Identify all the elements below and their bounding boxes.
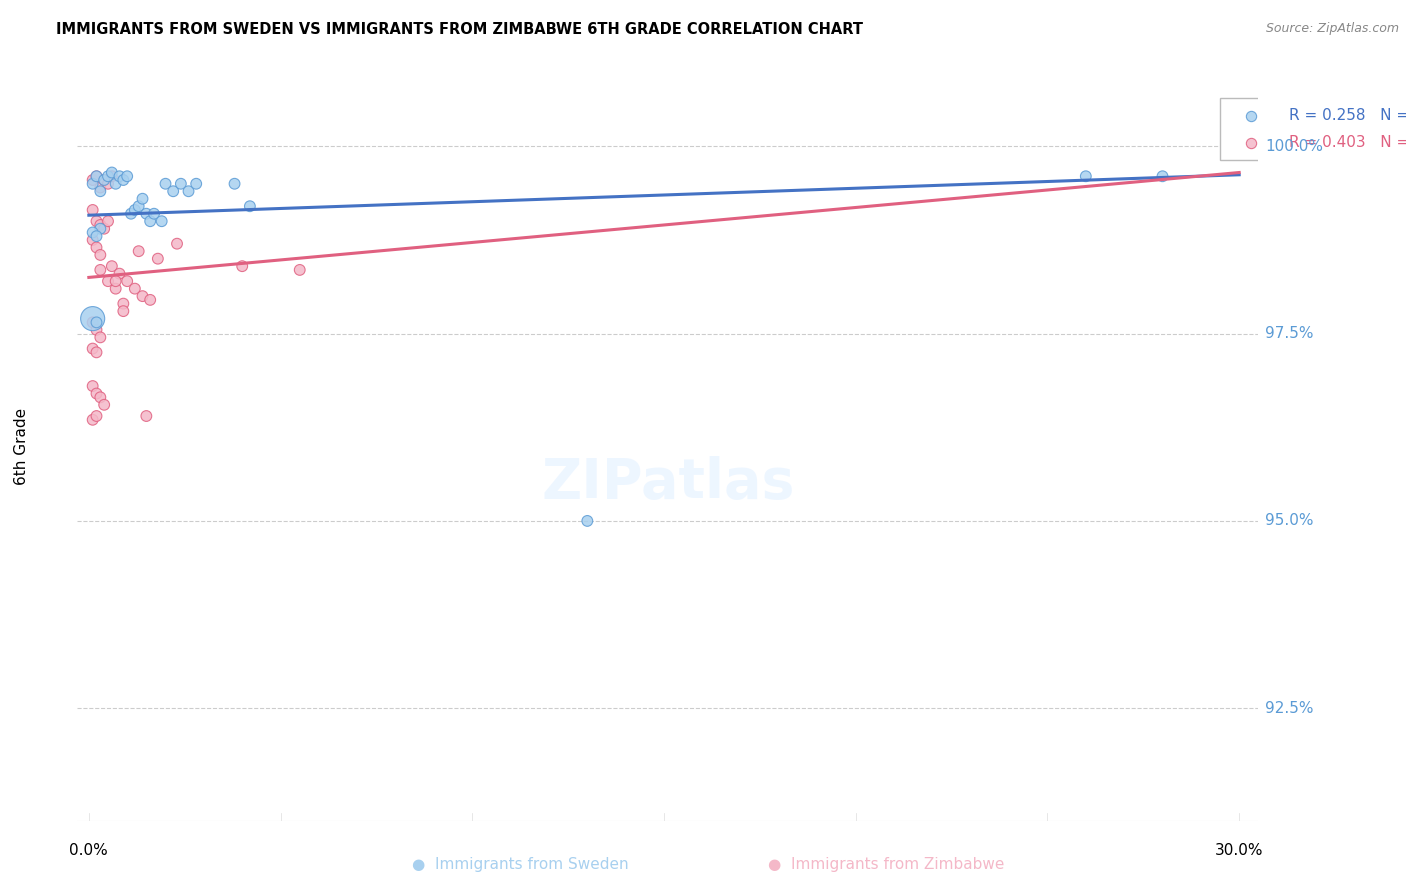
Text: Source: ZipAtlas.com: Source: ZipAtlas.com <box>1265 22 1399 36</box>
Point <box>115 274 138 288</box>
Point <box>101 259 124 273</box>
Point <box>89 390 111 404</box>
Point <box>93 221 115 235</box>
Point <box>89 218 111 232</box>
Point <box>82 379 104 393</box>
Point <box>93 398 115 412</box>
Point <box>104 274 127 288</box>
Point <box>82 202 104 217</box>
Point <box>108 169 131 184</box>
Point <box>1074 169 1097 184</box>
Point <box>139 293 162 307</box>
Point <box>82 342 104 356</box>
Point <box>124 282 146 296</box>
Text: IMMIGRANTS FROM SWEDEN VS IMMIGRANTS FROM ZIMBABWE 6TH GRADE CORRELATION CHART: IMMIGRANTS FROM SWEDEN VS IMMIGRANTS FRO… <box>56 22 863 37</box>
Text: 92.5%: 92.5% <box>1265 701 1313 715</box>
Point <box>128 244 150 259</box>
Text: R = 0.258   N = 33: R = 0.258 N = 33 <box>1289 108 1406 123</box>
Point <box>97 274 120 288</box>
Text: ●  Immigrants from Zimbabwe: ● Immigrants from Zimbabwe <box>768 857 1004 872</box>
Point <box>101 165 124 179</box>
FancyBboxPatch shape <box>1220 98 1406 160</box>
Point <box>120 207 142 221</box>
Point <box>86 240 108 254</box>
Point <box>86 409 108 423</box>
Point <box>1152 169 1174 184</box>
Point <box>82 226 104 240</box>
Point <box>104 282 127 296</box>
Point <box>143 207 166 221</box>
Point <box>86 169 108 184</box>
Point <box>166 236 188 251</box>
Point <box>186 177 208 191</box>
Point <box>115 169 138 184</box>
Point <box>139 214 162 228</box>
Point <box>93 173 115 187</box>
Text: 100.0%: 100.0% <box>1265 139 1323 153</box>
Point <box>86 214 108 228</box>
Text: 97.5%: 97.5% <box>1265 326 1313 341</box>
Point <box>82 233 104 247</box>
Point <box>231 259 253 273</box>
Point <box>162 184 184 198</box>
Point <box>82 315 104 329</box>
Point <box>128 199 150 213</box>
Point <box>104 177 127 191</box>
Point <box>131 289 153 303</box>
Point <box>89 330 111 344</box>
Point <box>131 192 153 206</box>
Point <box>124 202 146 217</box>
Point <box>89 184 111 198</box>
Point <box>170 177 193 191</box>
Point <box>97 169 120 184</box>
Point <box>82 311 104 326</box>
Text: 0.0%: 0.0% <box>69 843 108 858</box>
Point <box>89 221 111 235</box>
Point <box>155 177 177 191</box>
Point <box>82 177 104 191</box>
Text: 6th Grade: 6th Grade <box>14 408 28 484</box>
Text: 30.0%: 30.0% <box>1215 843 1264 858</box>
Text: ●  Immigrants from Sweden: ● Immigrants from Sweden <box>412 857 628 872</box>
Point <box>135 409 157 423</box>
Point <box>239 199 262 213</box>
Point <box>93 173 115 187</box>
Point <box>1240 136 1263 150</box>
Point <box>97 177 120 191</box>
Point <box>224 177 246 191</box>
Point <box>150 214 173 228</box>
Point <box>112 173 135 187</box>
Point <box>86 169 108 184</box>
Point <box>1240 109 1263 123</box>
Point <box>146 252 169 266</box>
Point <box>89 180 111 194</box>
Point <box>288 263 311 277</box>
Point <box>82 173 104 187</box>
Point <box>89 248 111 262</box>
Text: 95.0%: 95.0% <box>1265 514 1313 528</box>
Point <box>108 267 131 281</box>
Point <box>86 229 108 244</box>
Point <box>86 386 108 401</box>
Point <box>112 296 135 310</box>
Text: ZIPatlas: ZIPatlas <box>541 457 794 510</box>
Point <box>101 169 124 184</box>
Point <box>576 514 599 528</box>
Point <box>86 323 108 337</box>
Point <box>112 304 135 318</box>
Text: R = 0.403   N = 43: R = 0.403 N = 43 <box>1289 135 1406 150</box>
Point <box>86 345 108 359</box>
Point <box>89 263 111 277</box>
Point <box>97 214 120 228</box>
Point <box>86 315 108 329</box>
Point <box>135 207 157 221</box>
Point <box>82 413 104 427</box>
Point <box>177 184 200 198</box>
